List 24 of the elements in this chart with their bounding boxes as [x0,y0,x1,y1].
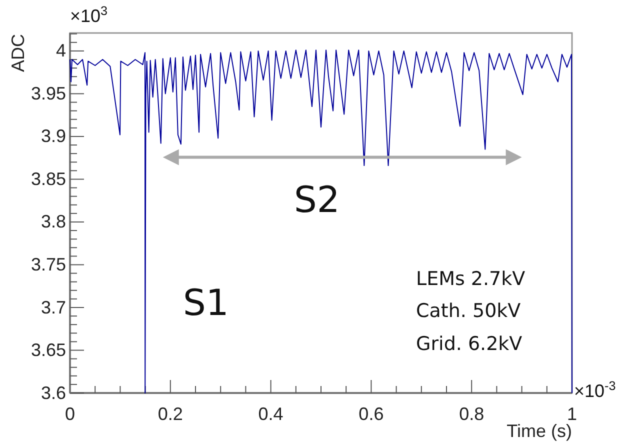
text: ×10$^{-3}$ [574,379,616,401]
annotation: LEMs 2.7kV [416,268,526,290]
y-tick-label: 3.85 [30,168,66,189]
text: ×10$^{3}$ [70,4,108,26]
y-tick-label: 3.7 [40,297,66,318]
y-tick-label: 3.95 [30,83,66,104]
x-tick-label: 0.8 [459,404,484,424]
y-tick-label: 4 [56,40,66,61]
x-tick-label: 0.4 [258,404,284,424]
annotation: Grid. 6.2kV [416,333,522,355]
x-tick-label: 0.2 [158,404,183,424]
y-tick-label: 3.65 [30,340,66,360]
y-tick-label: 3.8 [40,212,66,232]
x-axis-title: Time (s) [506,421,572,441]
annotation: Cath. 50kV [416,300,521,322]
x-tick-label: 0.6 [358,404,384,424]
y-tick-label: 3.75 [30,254,66,274]
x-tick-label: 1 [566,404,578,424]
y-tick-label: 3.6 [40,382,66,403]
annotation: S1 [183,283,229,324]
y-tick-label: 3.9 [40,126,66,146]
y-axis-title: ADC [8,34,28,72]
x-tick-label: 0 [64,404,76,424]
annotation: S2 [294,180,340,221]
